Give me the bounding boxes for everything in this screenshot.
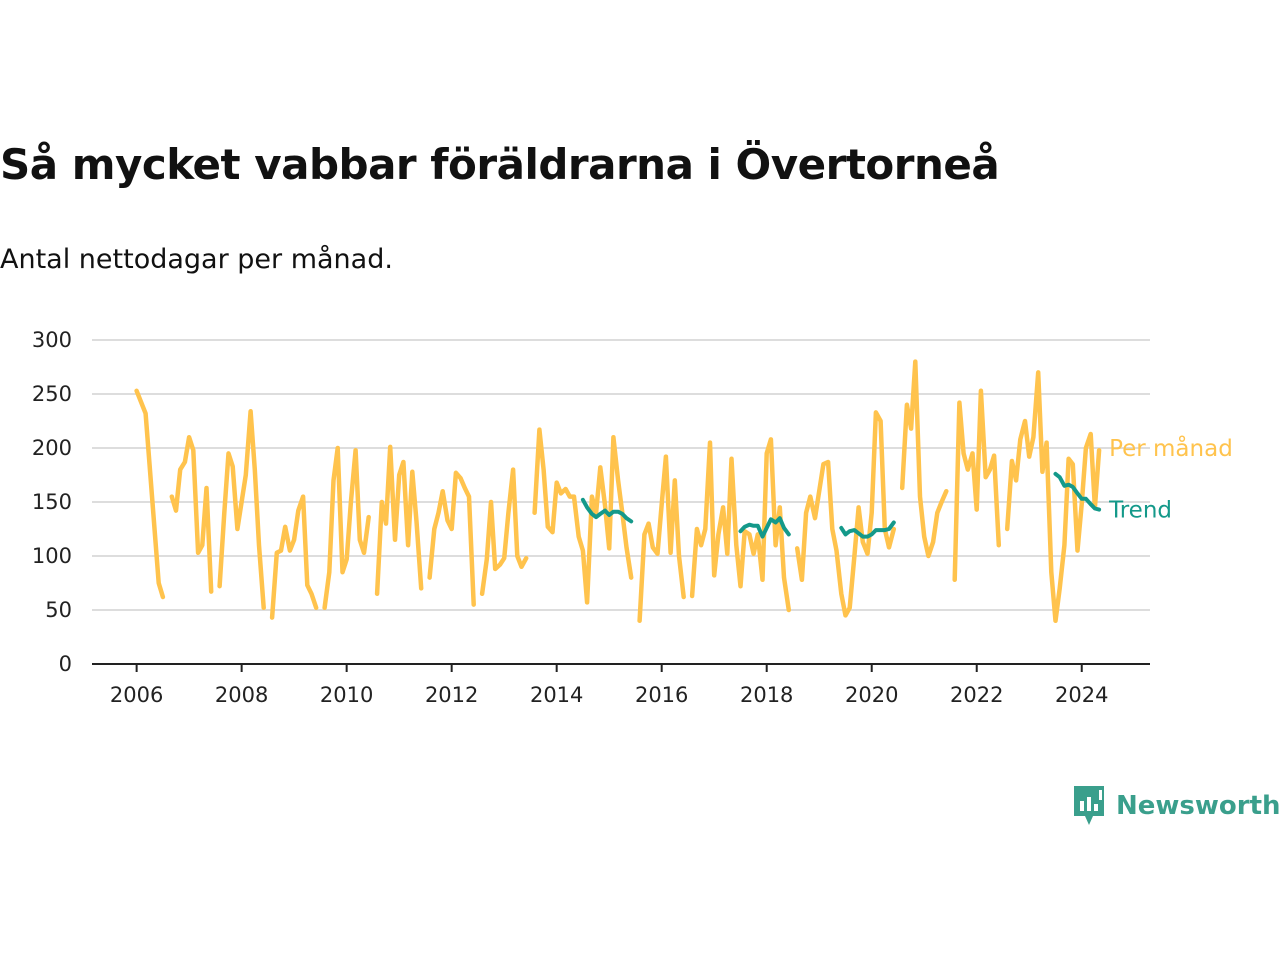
x-tick-label: 2022 [950,683,1003,707]
newsworthy-logo: Newsworthy [1072,784,1280,828]
series-line-segment [689,437,792,613]
chart-title: Så mycket vabbar föräldrarna i Övertorne… [0,140,1000,189]
y-tick-label: 150 [32,490,72,514]
series-line-segment [794,410,897,618]
y-tick-label: 50 [45,598,72,622]
series-line-segment [374,444,424,597]
series-line-segment [637,454,686,624]
series-line-segment [899,359,949,559]
brand-name: Newsworthy [1116,791,1280,821]
series-line-segment [580,497,634,524]
x-tick-label: 2014 [530,683,583,707]
x-tick-label: 2016 [635,683,688,707]
x-tick-label: 2008 [215,683,268,707]
series-line-segment [217,409,266,611]
series-line-segment [269,494,319,620]
series-line-segment [427,470,476,607]
series-line-segment [322,445,371,611]
series-line-segment [738,516,791,539]
series-labels: Per månad Trend [1108,434,1233,524]
gridlines [92,339,1150,611]
y-tick-label: 200 [32,436,72,460]
x-tick-label: 2024 [1055,683,1108,707]
series-per-manad [134,359,1102,624]
y-tick-label: 0 [59,652,72,676]
y-tick-label: 300 [32,328,72,352]
series-line-segment [1053,471,1102,512]
series-trend [580,471,1102,539]
series-label: Trend [1108,498,1172,524]
series-lines [134,359,1102,624]
series-line-segment [134,388,166,600]
series-line-segment [1004,370,1102,624]
series-line-segment [839,520,896,539]
series-line-segment [479,467,529,597]
series-label: Per månad [1109,434,1233,462]
y-axis-tick-labels: 0 50 100 150 200 250 300 [32,328,72,676]
y-tick-label: 100 [32,544,72,568]
series-line-segment [952,388,1002,583]
x-tick-label: 2012 [425,683,478,707]
newsworthy-logo-icon [1074,786,1104,825]
x-tick-label: 2018 [740,683,793,707]
x-axis: 2006 2008 2010 2012 2014 2016 2018 2020 2022 2024 [92,663,1150,707]
x-tick-label: 2006 [110,683,163,707]
x-tick-label: 2010 [320,683,373,707]
series-line-segment [532,427,634,605]
x-tick-label: 2020 [845,683,898,707]
y-tick-label: 250 [32,382,72,406]
series-line-segment [169,434,214,594]
chart-subtitle: Antal nettodagar per månad. [0,244,393,275]
